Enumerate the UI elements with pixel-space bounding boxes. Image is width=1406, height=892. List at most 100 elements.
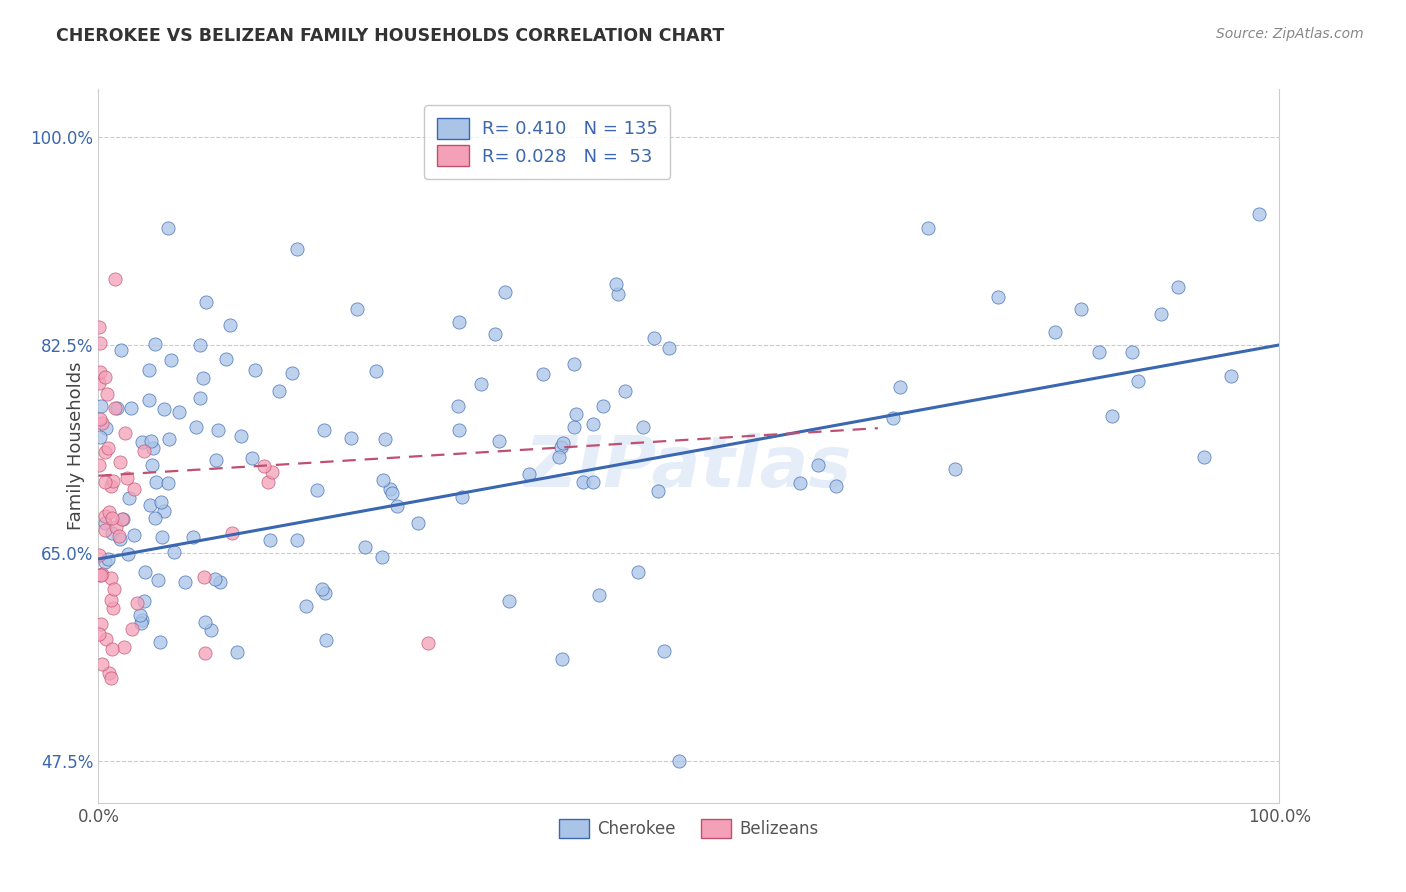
Point bbox=[565, 407, 588, 421]
Point bbox=[987, 290, 1010, 304]
Point bbox=[1150, 307, 1173, 321]
Point bbox=[1126, 374, 1149, 388]
Point bbox=[647, 483, 669, 498]
Point bbox=[100, 592, 122, 607]
Point bbox=[94, 555, 117, 569]
Point bbox=[484, 326, 506, 341]
Point bbox=[89, 458, 111, 473]
Point bbox=[90, 657, 112, 672]
Point bbox=[447, 424, 470, 438]
Point bbox=[94, 516, 117, 530]
Point bbox=[117, 471, 139, 485]
Point bbox=[551, 652, 574, 666]
Point bbox=[1220, 369, 1243, 384]
Point bbox=[588, 588, 610, 602]
Point bbox=[94, 475, 117, 489]
Point bbox=[267, 384, 290, 399]
Point bbox=[89, 568, 111, 582]
Point bbox=[103, 474, 125, 488]
Point bbox=[658, 341, 681, 355]
Point bbox=[89, 336, 111, 351]
Point bbox=[145, 475, 167, 489]
Point bbox=[162, 545, 184, 559]
Point bbox=[153, 402, 176, 417]
Point bbox=[807, 458, 830, 472]
Point bbox=[387, 500, 409, 514]
Text: CHEROKEE VS BELIZEAN FAMILY HOUSEHOLDS CORRELATION CHART: CHEROKEE VS BELIZEAN FAMILY HOUSEHOLDS C… bbox=[56, 27, 724, 45]
Point bbox=[122, 482, 145, 496]
Point bbox=[488, 434, 510, 448]
Point bbox=[789, 475, 811, 490]
Point bbox=[346, 302, 368, 317]
Point bbox=[1167, 280, 1189, 294]
Point bbox=[193, 570, 215, 584]
Point bbox=[889, 380, 911, 394]
Point bbox=[110, 512, 132, 526]
Point bbox=[112, 512, 135, 526]
Point bbox=[605, 277, 627, 291]
Point bbox=[204, 572, 226, 586]
Point bbox=[91, 566, 114, 581]
Point bbox=[208, 574, 231, 589]
Point bbox=[118, 491, 141, 506]
Point bbox=[87, 320, 110, 334]
Point bbox=[150, 495, 173, 509]
Point bbox=[652, 644, 675, 658]
Y-axis label: Family Households: Family Households bbox=[66, 362, 84, 530]
Point bbox=[943, 462, 966, 476]
Point bbox=[517, 467, 540, 481]
Point bbox=[353, 540, 375, 554]
Point bbox=[90, 399, 112, 413]
Point bbox=[94, 421, 117, 435]
Point bbox=[1247, 207, 1270, 221]
Point bbox=[139, 498, 162, 512]
Point bbox=[160, 353, 183, 368]
Point bbox=[104, 401, 127, 416]
Point bbox=[314, 423, 336, 437]
Point bbox=[132, 593, 155, 607]
Point bbox=[215, 352, 238, 367]
Point bbox=[101, 525, 124, 540]
Point bbox=[373, 432, 395, 446]
Point bbox=[1070, 301, 1092, 316]
Point bbox=[315, 632, 337, 647]
Point bbox=[447, 315, 470, 329]
Point bbox=[107, 529, 129, 543]
Point bbox=[150, 530, 173, 544]
Point bbox=[295, 599, 318, 614]
Point bbox=[157, 432, 180, 446]
Point bbox=[188, 338, 211, 352]
Point bbox=[562, 357, 585, 371]
Point bbox=[149, 635, 172, 649]
Point bbox=[305, 483, 328, 498]
Point bbox=[114, 426, 136, 441]
Point bbox=[167, 404, 190, 418]
Point bbox=[89, 411, 111, 425]
Point bbox=[406, 516, 429, 530]
Point bbox=[87, 549, 110, 563]
Point bbox=[112, 640, 135, 655]
Point bbox=[93, 445, 115, 459]
Point bbox=[143, 511, 166, 525]
Point bbox=[188, 392, 211, 406]
Point bbox=[131, 616, 153, 631]
Point bbox=[631, 419, 654, 434]
Point bbox=[1101, 409, 1123, 423]
Point bbox=[381, 486, 404, 500]
Point bbox=[200, 623, 222, 637]
Point bbox=[340, 431, 363, 445]
Point bbox=[89, 365, 111, 379]
Point bbox=[194, 615, 217, 629]
Point bbox=[614, 384, 637, 398]
Point bbox=[253, 458, 276, 473]
Point bbox=[117, 547, 139, 561]
Point bbox=[364, 364, 387, 378]
Point bbox=[121, 622, 143, 636]
Point bbox=[157, 476, 180, 491]
Text: Source: ZipAtlas.com: Source: ZipAtlas.com bbox=[1216, 27, 1364, 41]
Point bbox=[225, 645, 247, 659]
Point bbox=[1043, 326, 1066, 340]
Point bbox=[285, 242, 308, 256]
Point bbox=[259, 533, 281, 548]
Point bbox=[174, 575, 197, 590]
